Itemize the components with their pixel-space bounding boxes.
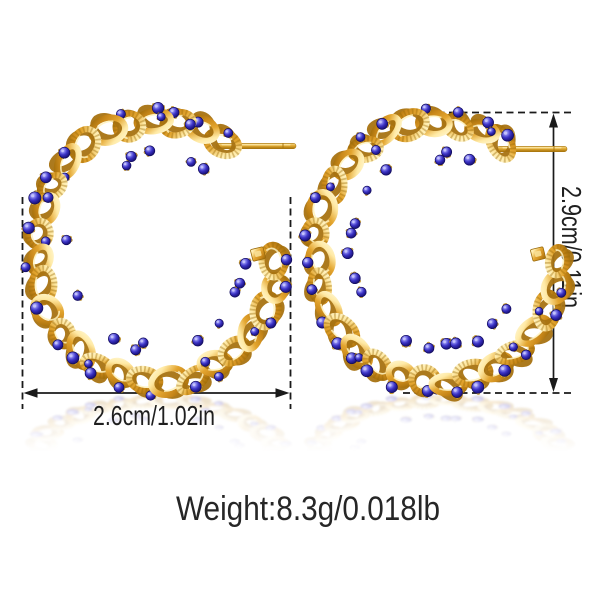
blue-rhinestone (250, 327, 260, 337)
blue-rhinestone (280, 254, 293, 267)
blue-rhinestone (72, 289, 84, 301)
blue-rhinestone (265, 316, 278, 329)
earring-post (215, 143, 297, 150)
blue-rhinestone (66, 351, 80, 365)
blue-rhinestone (520, 348, 532, 360)
width-label: 2.6cm/1.02in (93, 400, 215, 431)
blue-rhinestone (302, 256, 314, 270)
blue-rhinestone (309, 191, 322, 204)
blue-rhinestone (434, 154, 446, 167)
gold-coil-knot (415, 109, 453, 138)
blue-rhinestone (20, 261, 31, 273)
blue-rhinestone (214, 318, 224, 329)
height-arrow-head-top (549, 113, 558, 128)
weight-label: Weight:8.3g/0.018lb (176, 490, 440, 528)
width-arrow-head-right (275, 388, 290, 398)
blue-rhinestone (143, 145, 156, 157)
blue-rhinestone (197, 162, 210, 176)
blue-rhinestone (189, 380, 203, 393)
blue-rhinestone (471, 380, 486, 395)
blue-rhinestone (234, 277, 247, 289)
blue-rhinestone (125, 150, 138, 163)
blue-rhinestone (238, 257, 252, 270)
blue-rhinestone (423, 341, 435, 354)
blue-rhinestone (471, 335, 484, 348)
blue-rhinestone (130, 344, 142, 357)
blue-rhinestone (355, 132, 366, 143)
blue-rhinestone (183, 118, 196, 131)
width-arrow-head-left (23, 388, 38, 398)
blue-rhinestone (113, 381, 126, 393)
blue-rhinestone (441, 146, 453, 159)
gold-coil-knot (332, 148, 365, 181)
blue-rhinestone (449, 336, 462, 350)
blue-rhinestone (340, 247, 354, 260)
blue-rhinestone (376, 118, 390, 130)
blue-rhinestone (108, 332, 121, 345)
blue-rhinestone (486, 126, 496, 137)
blue-rhinestone (501, 303, 512, 314)
blue-rhinestone (508, 342, 519, 353)
blue-rhinestone (360, 363, 374, 378)
blue-rhinestone (482, 116, 494, 130)
blue-rhinestone (463, 153, 477, 166)
blue-rhinestone (356, 286, 367, 298)
blue-rhinestone (486, 318, 499, 330)
blue-rhinestone (156, 112, 166, 122)
blue-rhinestone (549, 308, 563, 321)
blue-rhinestone (191, 334, 204, 347)
blue-rhinestone (39, 236, 52, 247)
blue-rhinestone (137, 337, 149, 349)
hoop-end-cap (530, 246, 546, 262)
blue-rhinestone (28, 190, 42, 206)
blue-rhinestone (556, 287, 567, 298)
blue-rhinestone (57, 146, 71, 160)
blue-rhinestone (83, 358, 93, 369)
blue-rhinestone (21, 221, 36, 235)
blue-rhinestone (534, 306, 544, 317)
earring-left-image (20, 102, 297, 401)
blue-rhinestone (349, 217, 361, 229)
blue-rhinestone (501, 128, 515, 143)
hoop-end-cap (250, 246, 266, 262)
height-arrow-head-bottom (549, 378, 558, 392)
gold-coil-knot (544, 243, 571, 279)
blue-rhinestone (379, 163, 393, 176)
blue-rhinestone (61, 234, 73, 246)
blue-rhinestone (400, 334, 412, 348)
blue-rhinestone (362, 185, 372, 196)
blue-rhinestone (349, 271, 361, 285)
blue-rhinestone (326, 182, 335, 193)
gold-coil-knot (125, 365, 164, 395)
blue-rhinestone (306, 284, 319, 296)
blue-rhinestone (452, 105, 465, 118)
blue-rhinestone (498, 364, 511, 378)
blue-rhinestone (200, 356, 211, 368)
blue-rhinestone (39, 171, 53, 184)
blue-rhinestone (84, 367, 97, 381)
blue-rhinestone (440, 337, 453, 350)
blue-rhinestone (298, 229, 312, 242)
blue-rhinestone (385, 380, 398, 395)
blue-rhinestone (223, 128, 235, 139)
blue-rhinestone (121, 160, 132, 171)
blue-rhinestone (371, 145, 381, 156)
earring-right-image (298, 103, 576, 402)
blue-rhinestone (214, 371, 224, 383)
blue-rhinestone (278, 280, 293, 293)
blue-rhinestone (185, 157, 197, 167)
blue-rhinestone (345, 227, 358, 239)
blue-rhinestone (451, 385, 464, 400)
blue-rhinestone (41, 192, 54, 203)
blue-rhinestone (52, 339, 65, 351)
blue-rhinestone (30, 300, 44, 315)
